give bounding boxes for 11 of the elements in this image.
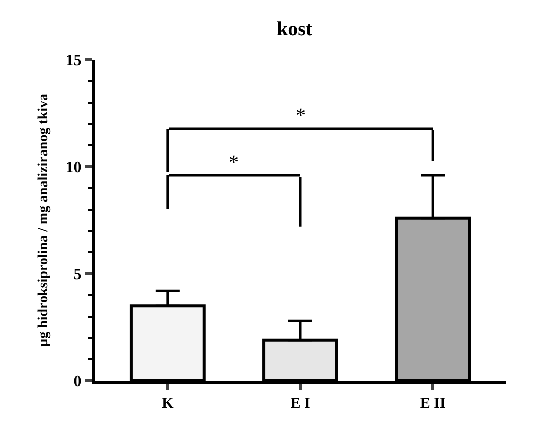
chart-title: kost: [277, 18, 313, 40]
annotation: *: [229, 152, 239, 174]
y-tick-label: 10: [66, 160, 82, 177]
annotation: *: [296, 105, 306, 127]
x-tick-label: E II: [420, 396, 446, 412]
x-tick-label: E I: [290, 396, 310, 412]
x-tick-label: K: [162, 396, 174, 412]
y-tick-label: 0: [74, 374, 82, 391]
y-tick-label: 5: [74, 266, 82, 284]
y-axis-title: µg hidroksiprolina / mg analiziranog tkiva: [36, 94, 52, 347]
y-tick-label: 15: [66, 52, 82, 70]
